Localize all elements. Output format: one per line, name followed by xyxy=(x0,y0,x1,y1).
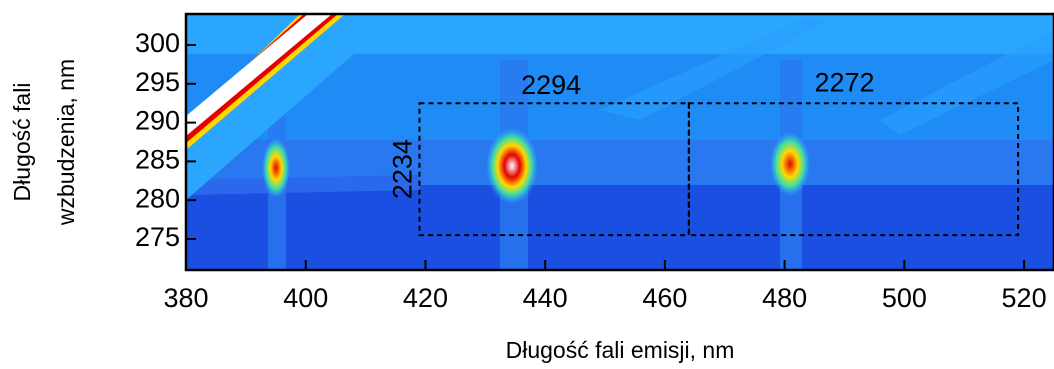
annotation: 2234 xyxy=(388,139,418,199)
y-tick-label: 290 xyxy=(135,106,180,136)
y-tick-label: 280 xyxy=(135,183,180,213)
x-tick-label: 400 xyxy=(283,283,328,313)
region-box xyxy=(687,102,1020,237)
x-tick-label: 520 xyxy=(1002,283,1047,313)
x-tick-label: 480 xyxy=(762,283,807,313)
y-tick-label: 285 xyxy=(135,145,180,175)
x-tick-label: 420 xyxy=(403,283,448,313)
region-label: 2294 xyxy=(521,70,581,100)
x-tick-label: 380 xyxy=(163,283,208,313)
y-tick-label: 300 xyxy=(135,28,180,58)
y-axis-label: Długość fali xyxy=(9,83,35,202)
x-axis-label: Długość fali emisji, nm xyxy=(506,337,735,363)
x-tick-label: 460 xyxy=(642,283,687,313)
plot-frame xyxy=(184,12,1054,272)
region-label: 2272 xyxy=(814,68,874,98)
contour-map xyxy=(186,14,1054,270)
x-tick-label: 440 xyxy=(523,283,568,313)
y-axis-label: wzbudzenia, nm xyxy=(53,59,79,226)
y-tick-label: 275 xyxy=(135,222,180,252)
y-tick-label: 295 xyxy=(135,67,180,97)
x-tick-label: 500 xyxy=(882,283,927,313)
